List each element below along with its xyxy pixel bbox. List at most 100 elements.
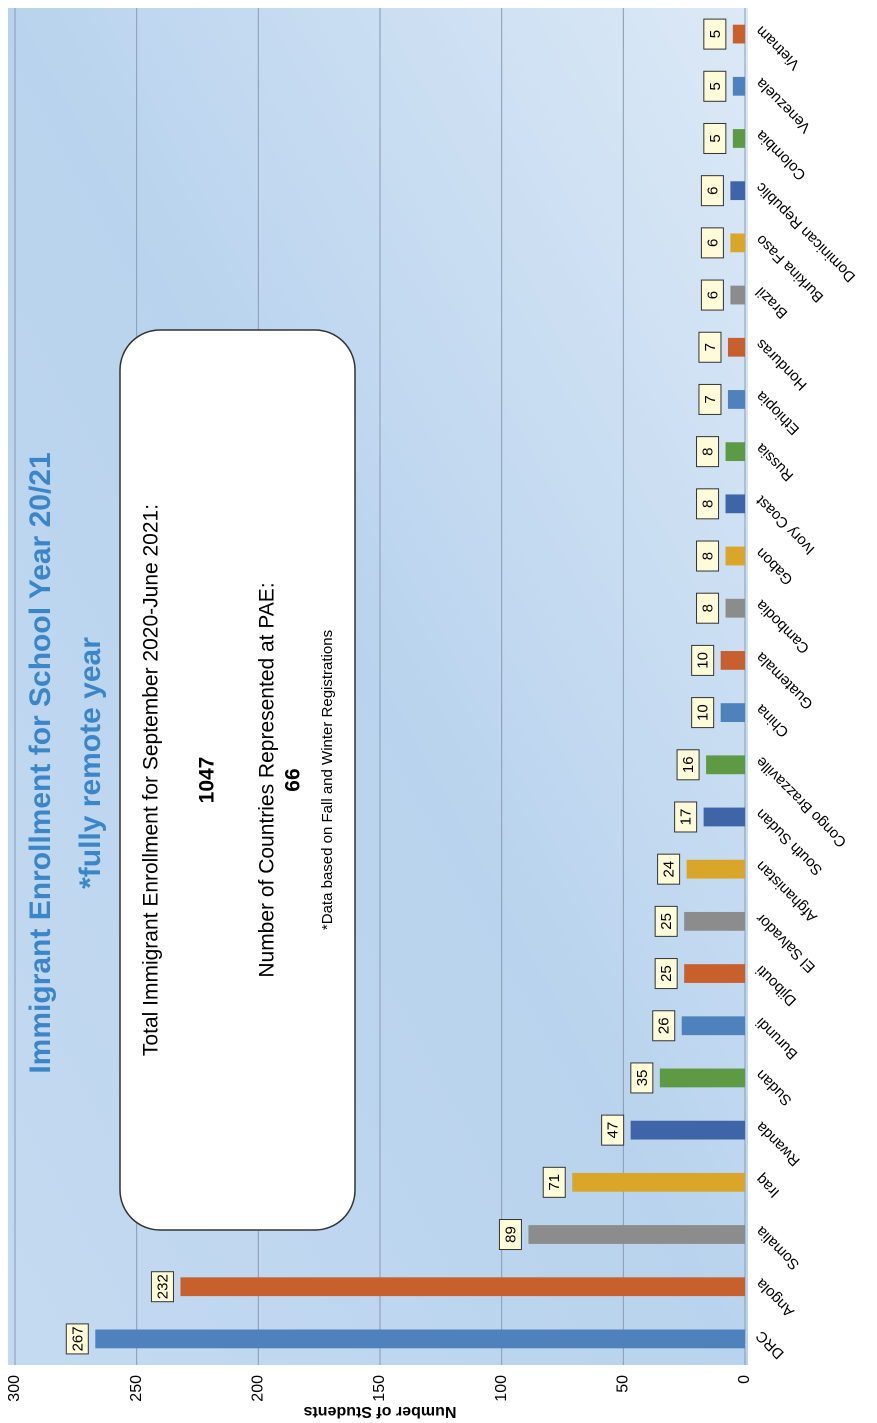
value-label-box	[150, 1271, 174, 1303]
value-label: 8	[700, 552, 717, 560]
x-tick-label: Guatemala	[752, 648, 816, 712]
bar	[706, 755, 745, 775]
annotation-countries: 66	[282, 768, 305, 791]
value-label-box	[696, 540, 720, 572]
value-label-box	[691, 697, 715, 729]
value-label-box	[696, 592, 720, 624]
annotation-box	[119, 329, 356, 1231]
x-tick-label: Burundi	[753, 1014, 802, 1063]
value-label: 5	[707, 134, 724, 142]
x-tick-label: Congo Brazzaville	[753, 753, 851, 851]
annotation-note: *Data based on Fall and Winter Registrat…	[319, 630, 336, 930]
value-label-box	[700, 227, 724, 259]
plot-area	[8, 8, 748, 1365]
x-tick-label: Sudan	[753, 1066, 796, 1109]
value-label: 10	[695, 704, 712, 721]
bar	[725, 598, 745, 618]
value-label-box	[698, 383, 722, 415]
value-label: 5	[707, 30, 724, 38]
x-tick-label: Iraq	[753, 1171, 783, 1201]
x-tick-label: China	[752, 701, 792, 741]
value-label-box	[703, 18, 727, 50]
bar	[725, 442, 745, 462]
x-tick-label: Rwanda	[752, 1118, 803, 1169]
x-tick-label: Angola	[752, 1275, 798, 1321]
x-tick-label: Cambodia	[752, 596, 813, 657]
value-label: 71	[546, 1174, 563, 1191]
x-tick-label: Gabon	[753, 544, 797, 588]
bar	[681, 1016, 746, 1036]
bar	[720, 651, 746, 670]
annotation-text: Number of Countries Represented at PAE:	[256, 582, 279, 977]
y-tick-label: 0	[736, 1375, 753, 1384]
value-label: 6	[704, 187, 721, 195]
bar	[703, 807, 746, 827]
value-label-box	[700, 175, 724, 207]
bar	[684, 911, 746, 931]
bar	[686, 859, 745, 879]
bar	[730, 233, 746, 253]
value-label-box	[703, 122, 727, 154]
y-tick-label: 100	[493, 1375, 510, 1402]
x-tick-label: Russia	[752, 440, 797, 485]
bar	[180, 1277, 745, 1297]
value-label-box	[696, 488, 720, 520]
value-label: 26	[656, 1017, 673, 1034]
value-label-box	[654, 958, 678, 990]
x-tick-label: Ethiopia	[752, 387, 803, 438]
y-tick-label: 250	[128, 1375, 145, 1402]
value-label-box	[696, 436, 720, 468]
value-label-box	[698, 331, 722, 363]
value-label: 10	[695, 652, 712, 669]
bar	[95, 1329, 746, 1349]
bar	[727, 390, 746, 409]
bar	[725, 494, 745, 514]
value-label: 267	[69, 1326, 86, 1351]
y-axis-label: Number of Students	[303, 1403, 456, 1420]
bar	[730, 285, 746, 305]
bar	[732, 76, 745, 96]
value-label: 25	[658, 965, 675, 982]
value-label: 8	[700, 500, 717, 508]
value-label: 35	[634, 1070, 651, 1087]
x-tick-label: DRC	[752, 1327, 787, 1362]
value-label: 17	[678, 809, 695, 826]
value-label-box	[657, 853, 681, 885]
bar	[659, 1068, 745, 1088]
annotation-text: Total Immigrant Enrollment for September…	[140, 504, 163, 1056]
bar	[630, 1120, 746, 1140]
bar	[572, 1172, 745, 1192]
chart-subtitle: *fully remote year	[74, 637, 107, 889]
bar	[727, 337, 746, 357]
chart-title: Immigrant Enrollment for School Year 20/…	[24, 452, 57, 1073]
y-tick-label: 150	[371, 1375, 388, 1402]
x-tick-label: Venezuela	[752, 74, 814, 136]
value-label-box	[542, 1166, 566, 1198]
x-tick-label: Brazil	[753, 283, 792, 322]
value-label-box	[676, 749, 700, 781]
value-label: 8	[700, 447, 717, 455]
x-tick-label: Djibouti	[753, 962, 800, 1009]
value-label: 6	[704, 239, 721, 247]
value-label-box	[703, 70, 727, 102]
value-label: 47	[605, 1122, 622, 1139]
x-tick-label: Dominican Republic	[752, 179, 859, 286]
bar	[528, 1225, 746, 1244]
value-label-box	[601, 1114, 625, 1146]
value-label: 16	[680, 756, 697, 773]
value-label-box	[674, 801, 698, 833]
x-tick-label: Vietnam	[753, 22, 804, 73]
value-label-box	[654, 905, 678, 937]
bar	[732, 129, 745, 148]
x-tick-label: Honduras	[753, 336, 811, 394]
value-label: 5	[707, 82, 724, 90]
value-label: 7	[702, 395, 719, 403]
value-label: 24	[661, 861, 678, 878]
y-tick-label: 200	[250, 1375, 267, 1402]
value-label-box	[691, 644, 715, 676]
value-label: 232	[154, 1274, 171, 1299]
value-label-box	[65, 1323, 89, 1355]
